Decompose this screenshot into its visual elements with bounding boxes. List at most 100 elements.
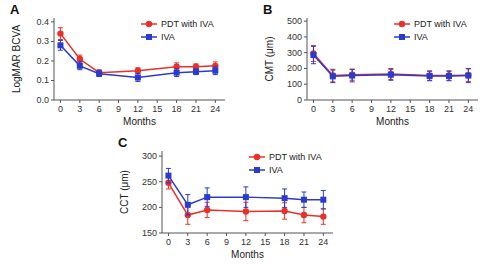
- error-bar-cap: [77, 55, 82, 56]
- point: [310, 52, 316, 58]
- error-bar-cap: [330, 69, 335, 70]
- x-tick: [313, 100, 314, 103]
- x-tick: [195, 100, 196, 103]
- point: [281, 208, 287, 214]
- plot-area: [310, 46, 471, 83]
- legend-label: PDT with IVA: [414, 19, 467, 29]
- x-tick-label: 6: [205, 237, 210, 247]
- point: [349, 73, 355, 79]
- error-bar-cap: [321, 208, 326, 209]
- error-bar: [446, 71, 451, 80]
- error-bar: [330, 69, 335, 82]
- point: [426, 72, 432, 78]
- error-bar-cap: [427, 71, 432, 72]
- x-tick-label: 15: [260, 237, 270, 247]
- point: [57, 42, 63, 48]
- point: [57, 30, 63, 36]
- error-bar: [205, 188, 210, 206]
- error-bar-cap: [321, 224, 326, 225]
- error-bar: [97, 71, 102, 77]
- y-axis-label: CMT (μm): [264, 36, 275, 81]
- x-tick-label: 12: [133, 104, 143, 114]
- x-tick-label: 3: [77, 104, 82, 114]
- point: [446, 72, 452, 78]
- error-bar-cap: [58, 40, 63, 41]
- error-bar-cap: [311, 63, 316, 64]
- x-tick-label: 18: [280, 237, 290, 247]
- point: [330, 73, 336, 79]
- point: [77, 63, 83, 69]
- x-tick: [60, 100, 61, 103]
- error-bar: [282, 189, 287, 207]
- error-bar: [321, 190, 326, 208]
- error-bar: [77, 62, 82, 70]
- error-bar: [388, 69, 393, 80]
- error-bar: [427, 71, 432, 80]
- panel: 036912151821240100200300400500MonthsCMT …: [263, 2, 478, 127]
- panel-label: A: [10, 2, 20, 17]
- error-bar-cap: [205, 217, 210, 218]
- x-tick: [79, 100, 80, 103]
- x-axis-label: Months: [123, 116, 156, 127]
- legend-label: PDT with IVA: [161, 19, 214, 29]
- x-tick: [207, 233, 208, 236]
- x-tick: [468, 100, 469, 103]
- x-tick: [157, 100, 158, 103]
- x-tick: [284, 233, 285, 236]
- point: [282, 195, 288, 201]
- y-tick: [51, 21, 54, 22]
- error-bar-cap: [243, 186, 248, 187]
- legend-marker: [146, 34, 152, 40]
- x-tick: [265, 233, 266, 236]
- error-bar-cap: [350, 69, 355, 70]
- x-tick: [303, 233, 304, 236]
- x-tick-label: 21: [191, 104, 201, 114]
- point: [135, 75, 141, 81]
- error-bar-cap: [446, 71, 451, 72]
- y-tick: [304, 36, 307, 37]
- legend-item: IVA: [141, 32, 175, 42]
- point: [77, 56, 83, 62]
- error-bar-cap: [135, 81, 140, 82]
- y-tick: [159, 181, 162, 182]
- panel-label: C: [118, 135, 128, 150]
- y-tick-label: 0.4: [36, 17, 49, 27]
- plot-area: [165, 168, 326, 224]
- error-bar: [135, 68, 140, 74]
- error-bar-cap: [135, 73, 140, 74]
- error-bar-cap: [185, 215, 190, 216]
- y-tick: [304, 100, 307, 101]
- error-bar-cap: [311, 45, 316, 46]
- error-bar-cap: [77, 69, 82, 70]
- x-tick: [176, 100, 177, 103]
- x-tick-label: 21: [299, 237, 309, 247]
- error-bar: [446, 71, 451, 80]
- x-tick-label: 3: [330, 104, 335, 114]
- legend-label: IVA: [414, 32, 428, 42]
- x-tick-label: 12: [386, 104, 396, 114]
- legend: PDT with IVA IVA: [249, 152, 322, 175]
- error-bar: [58, 40, 63, 50]
- legend-label: IVA: [269, 165, 283, 175]
- y-tick-label: 400: [287, 32, 302, 42]
- x-tick: [245, 233, 246, 236]
- error-bar-cap: [446, 80, 451, 81]
- y-tick: [51, 41, 54, 42]
- error-bar-cap: [388, 68, 393, 69]
- y-tick: [304, 84, 307, 85]
- error-bar-cap: [174, 76, 179, 77]
- error-bar-cap: [58, 39, 63, 40]
- y-tick-label: 0: [297, 95, 302, 105]
- y-axis: [307, 18, 308, 100]
- x-tick-label: 9: [369, 104, 374, 114]
- y-tick-label: 150: [142, 228, 157, 238]
- error-bar-cap: [388, 80, 393, 81]
- series-line: [60, 45, 215, 77]
- point: [193, 69, 199, 75]
- error-bar: [350, 69, 355, 82]
- point: [243, 208, 249, 214]
- error-bar-cap: [301, 207, 306, 208]
- error-bar-cap: [213, 66, 218, 67]
- legend-label: PDT with IVA: [269, 152, 322, 162]
- error-bar-cap: [350, 81, 355, 82]
